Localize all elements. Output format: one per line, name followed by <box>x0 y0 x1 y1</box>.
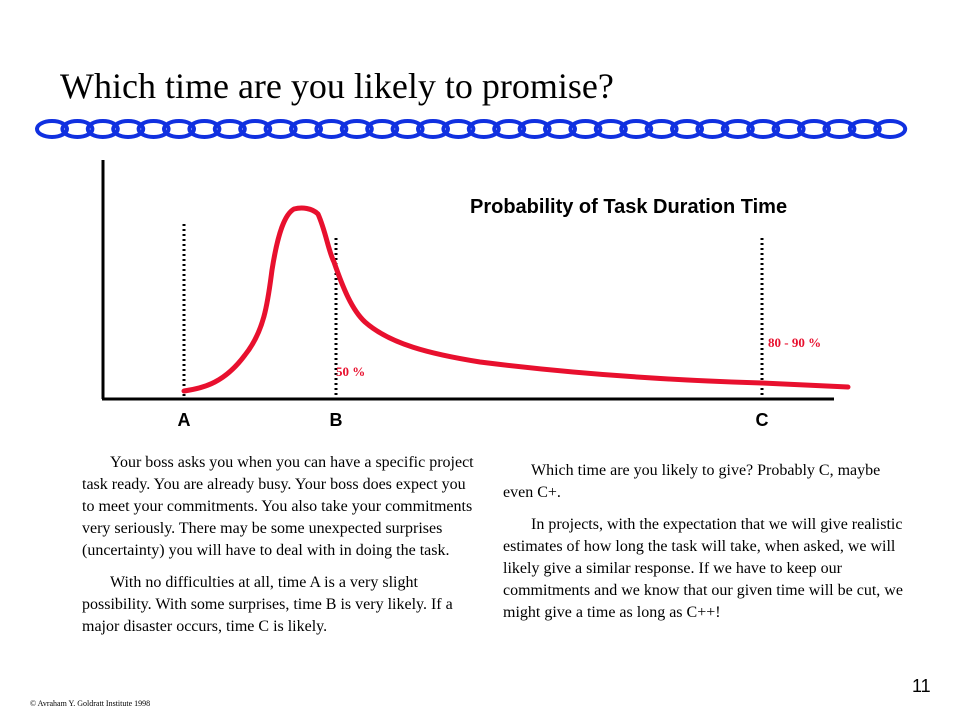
chain-link <box>187 119 222 139</box>
right-text-column: Which time are you likely to give? Proba… <box>503 460 903 634</box>
left-paragraph-2: With no difficulties at all, time A is a… <box>82 574 453 635</box>
page-number: 11 <box>912 676 931 696</box>
chain-link <box>644 119 679 139</box>
chain-link <box>212 119 247 139</box>
left-paragraph-1: Your boss asks you when you can have a s… <box>82 454 474 559</box>
copyright-notice: © Avraham Y. Goldratt Institute 1998 <box>30 699 151 708</box>
marker-label-a: A <box>177 410 191 430</box>
chain-link <box>35 119 69 139</box>
probability-label-b: 50 % <box>336 364 366 379</box>
chain-link <box>162 119 196 139</box>
chain-link <box>263 119 298 139</box>
chain-link <box>593 119 628 139</box>
chain-link <box>543 119 577 139</box>
chain-link <box>466 119 501 139</box>
chain-link <box>390 119 425 139</box>
chain-link <box>797 119 831 139</box>
chain-link <box>670 119 704 139</box>
chain-link <box>85 119 120 139</box>
chain-link <box>822 119 857 139</box>
probability-curve <box>181 205 851 394</box>
chain-link <box>365 119 400 139</box>
left-text-column: Your boss asks you when you can have a s… <box>82 452 480 648</box>
chain-link <box>441 119 476 139</box>
chain-link <box>847 119 882 139</box>
chain-link <box>746 119 781 139</box>
chain-link <box>873 119 908 139</box>
right-paragraph-2: In projects, with the expectation that w… <box>503 516 903 621</box>
chain-link <box>517 119 552 139</box>
probability-label-c: 80 - 90 % <box>768 335 822 350</box>
chain-link <box>416 119 450 139</box>
marker-label-c: C <box>755 410 769 430</box>
chain-link <box>314 119 349 139</box>
chain-link <box>60 119 95 139</box>
chain-link <box>695 119 730 139</box>
chain-link <box>289 119 323 139</box>
chain-link <box>339 119 374 139</box>
chain-link <box>111 119 146 139</box>
chain-link <box>720 119 755 139</box>
chain-link <box>619 119 654 139</box>
right-paragraph-1: Which time are you likely to give? Proba… <box>503 462 881 501</box>
slide-title: Which time are you likely to promise? <box>60 66 614 106</box>
chain-link <box>136 119 171 139</box>
chart-title: Probability of Task Duration Time <box>470 196 788 218</box>
chain-link <box>492 119 527 139</box>
chain-link <box>238 119 273 139</box>
marker-label-b: B <box>329 410 343 430</box>
chain-link <box>568 119 603 139</box>
chain-link <box>771 119 806 139</box>
